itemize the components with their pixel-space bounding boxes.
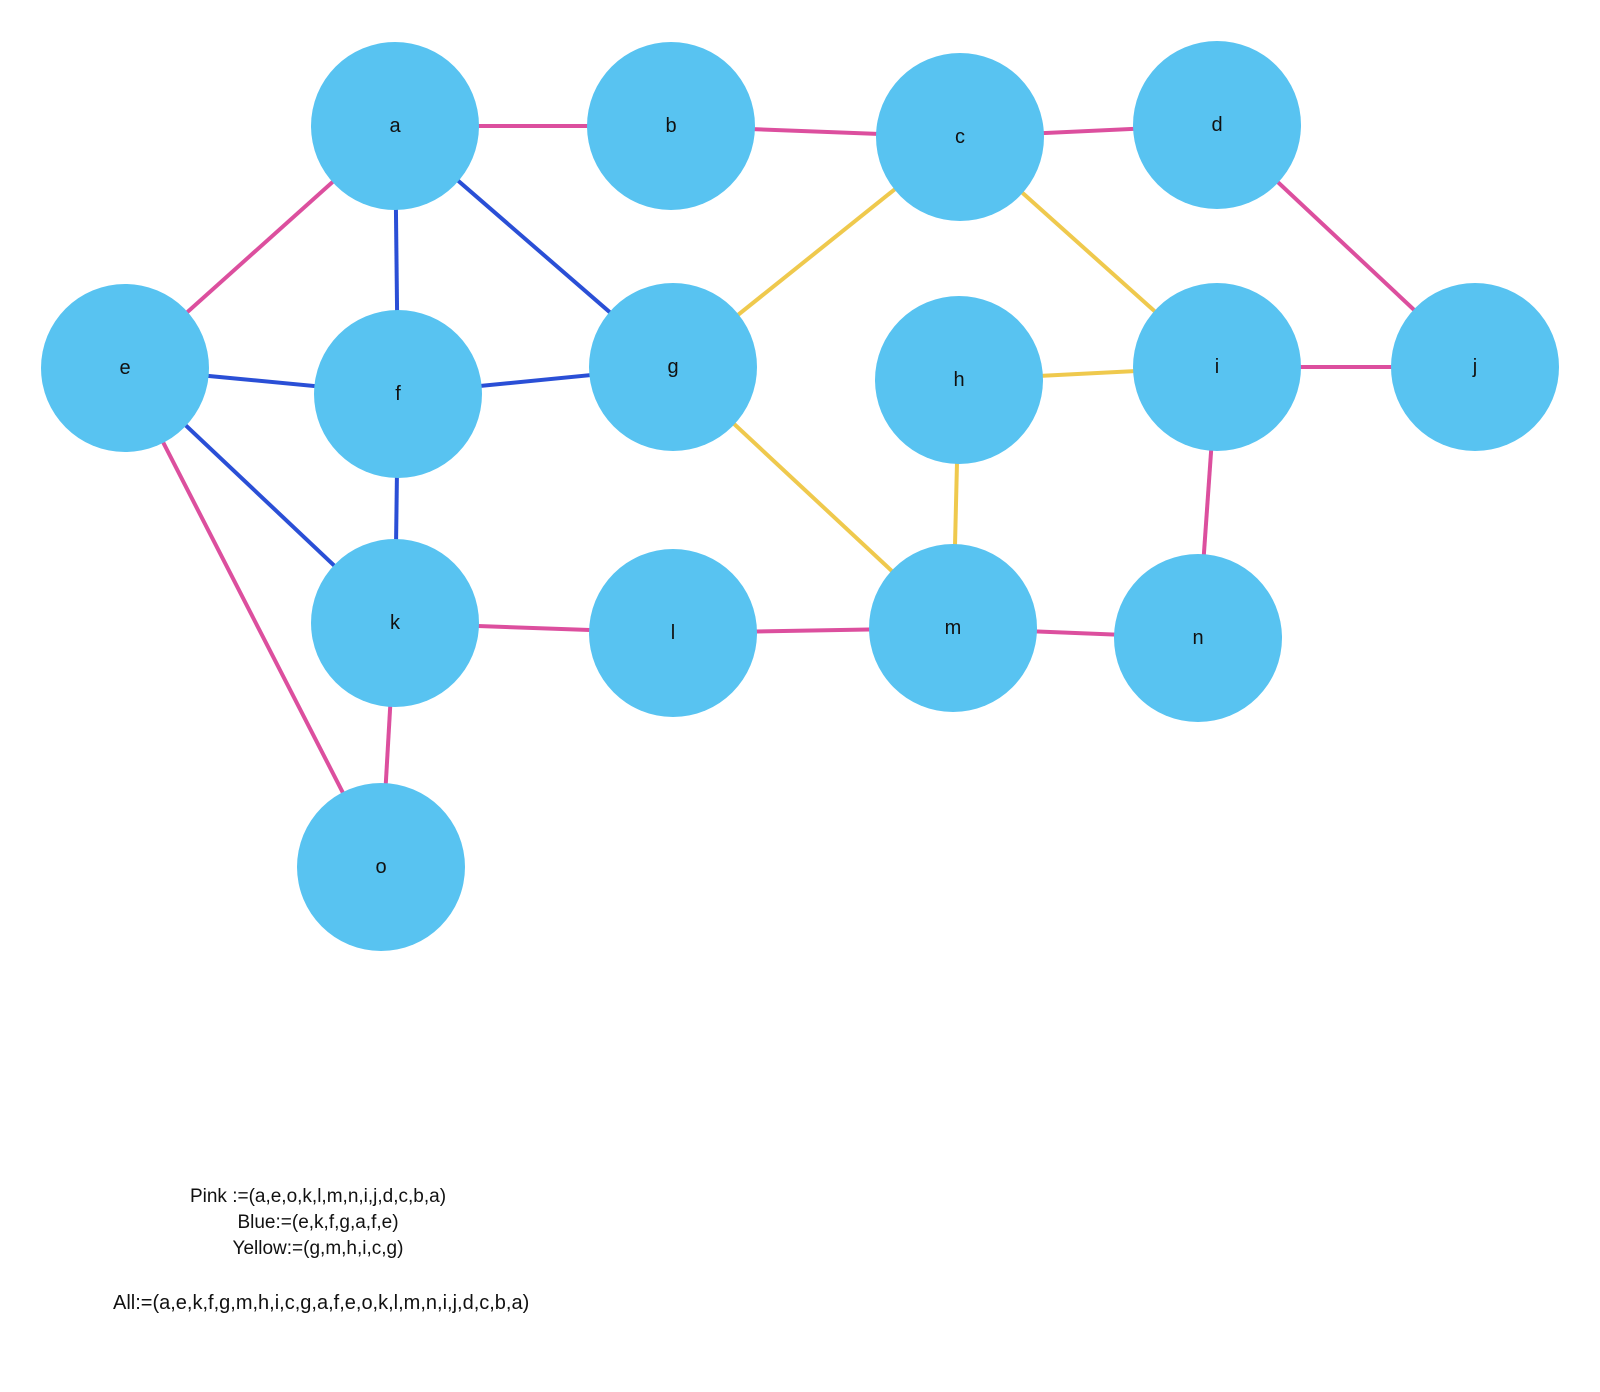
legend-all-cycle: All:=(a,e,k,f,g,m,h,i,c,g,a,f,e,o,k,l,m,… — [113, 1292, 530, 1314]
node-circle-n — [1114, 554, 1282, 722]
node-circle-l — [589, 549, 757, 717]
node-label-f: f — [395, 383, 401, 405]
cycle-legend: Pink :=(a,e,o,k,l,m,n,i,j,d,c,b,a) Blue:… — [170, 1184, 466, 1262]
node-circle-a — [311, 42, 479, 210]
node-circle-m — [869, 544, 1037, 712]
node-label-j: j — [1472, 356, 1477, 378]
node-label-i: i — [1215, 356, 1219, 378]
node-circle-d — [1133, 41, 1301, 209]
node-label-h: h — [953, 369, 964, 391]
node-circle-k — [311, 539, 479, 707]
node-circle-f — [314, 310, 482, 478]
node-circle-h — [875, 296, 1043, 464]
node-circle-j — [1391, 283, 1559, 451]
node-circle-g — [589, 283, 757, 451]
node-circle-i — [1133, 283, 1301, 451]
node-label-o: o — [375, 856, 386, 878]
node-label-d: d — [1211, 114, 1222, 136]
node-label-g: g — [667, 356, 678, 378]
legend-pink-cycle: Pink :=(a,e,o,k,l,m,n,i,j,d,c,b,a) — [189, 1186, 447, 1207]
node-label-b: b — [665, 115, 676, 137]
edge-o-e-pink — [123, 367, 383, 868]
node-label-c: c — [955, 126, 965, 148]
node-label-l: l — [671, 622, 675, 644]
node-circle-e — [41, 284, 209, 452]
node-circle-o — [297, 783, 465, 951]
node-circle-c — [876, 53, 1044, 221]
node-label-n: n — [1192, 627, 1203, 649]
node-label-k: k — [390, 612, 401, 634]
legend-blue-cycle: Blue:=(e,k,f,g,a,f,e) — [237, 1212, 399, 1233]
node-label-e: e — [119, 357, 130, 379]
node-circle-b — [587, 42, 755, 210]
node-label-a: a — [389, 115, 401, 137]
legend-yellow-cycle: Yellow:=(g,m,h,i,c,g) — [232, 1238, 404, 1259]
node-label-m: m — [945, 617, 962, 639]
